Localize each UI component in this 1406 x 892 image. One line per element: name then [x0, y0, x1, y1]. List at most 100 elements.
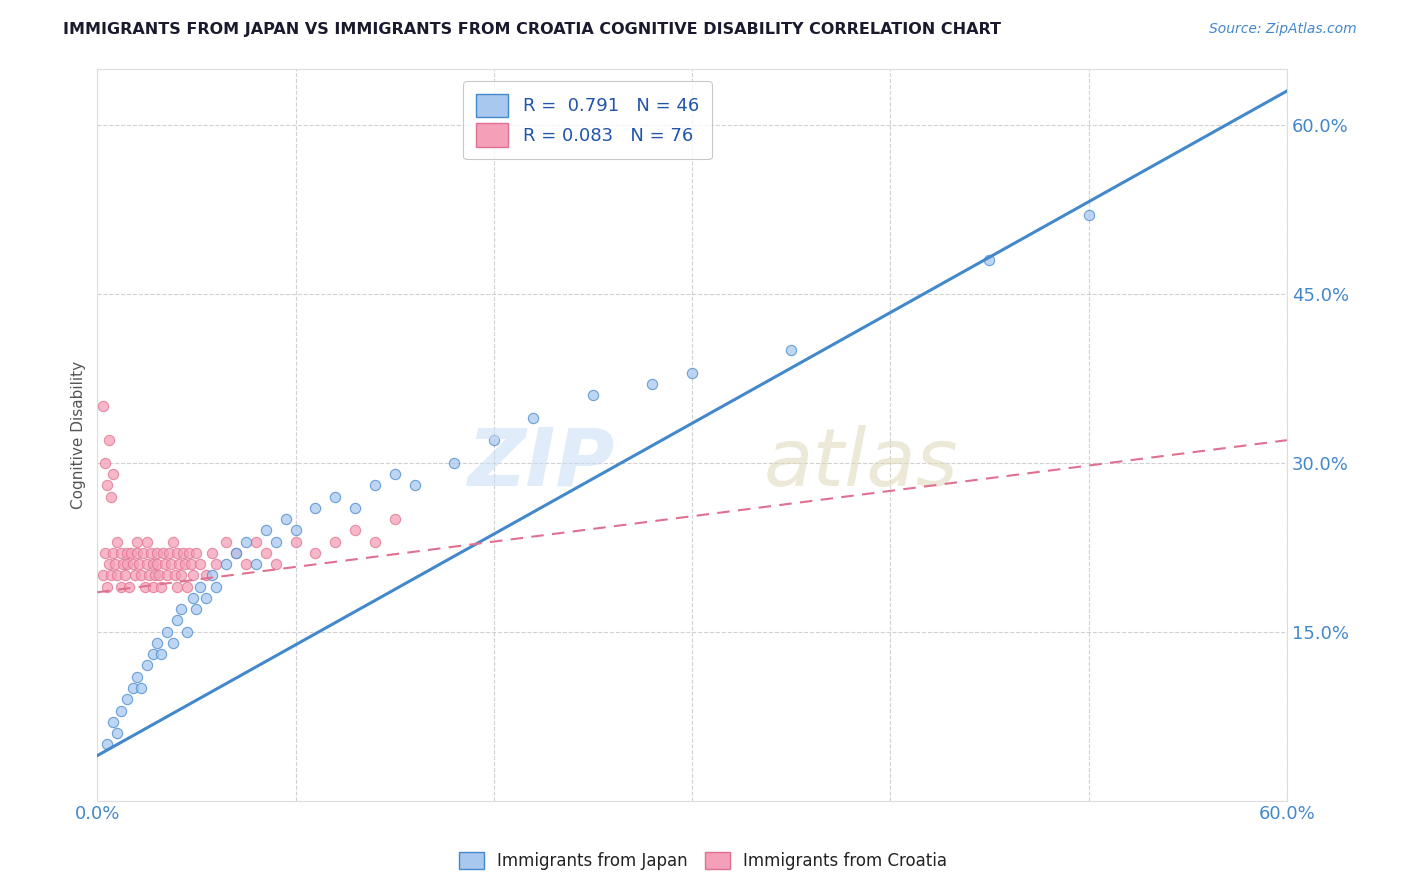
Point [128, 557, 150, 571]
Point [91, 400, 114, 414]
Point [201, 546, 224, 560]
Point [156, 568, 179, 582]
Point [195, 568, 218, 582]
Point [177, 546, 200, 560]
Point [105, 568, 128, 582]
Point [344, 524, 367, 538]
Point [482, 433, 505, 447]
Point [146, 636, 169, 650]
Point [201, 568, 224, 582]
Point [157, 546, 180, 560]
Point [104, 557, 127, 571]
Point [173, 557, 195, 571]
Point [149, 647, 172, 661]
Point [169, 568, 191, 582]
Point [142, 580, 165, 594]
Point [443, 456, 465, 470]
Point [254, 524, 277, 538]
Point [110, 704, 132, 718]
Point [103, 714, 125, 729]
Point [167, 557, 190, 571]
Point [404, 478, 426, 492]
Point [235, 534, 257, 549]
Point [139, 546, 162, 560]
Point [129, 568, 152, 582]
Point [129, 681, 152, 695]
Point [135, 557, 157, 571]
Point [103, 546, 125, 560]
Point [304, 500, 326, 515]
Point [124, 568, 146, 582]
Point [254, 546, 277, 560]
Point [364, 534, 387, 549]
Point [304, 546, 326, 560]
Y-axis label: Cognitive Disability: Cognitive Disability [72, 360, 86, 508]
Point [94, 456, 117, 470]
Point [323, 534, 346, 549]
Point [166, 580, 188, 594]
Point [364, 478, 387, 492]
Point [135, 658, 157, 673]
Point [96, 580, 118, 594]
Point [146, 546, 169, 560]
Point [153, 557, 176, 571]
Point [125, 534, 148, 549]
Point [274, 512, 297, 526]
Point [344, 500, 367, 515]
Legend: Immigrants from Japan, Immigrants from Croatia: Immigrants from Japan, Immigrants from C… [453, 845, 953, 877]
Point [186, 546, 208, 560]
Point [143, 568, 166, 582]
Point [172, 546, 194, 560]
Point [146, 557, 169, 571]
Point [159, 557, 181, 571]
Point [245, 557, 267, 571]
Point [205, 557, 228, 571]
Point [100, 490, 122, 504]
Point [142, 557, 165, 571]
Point [105, 534, 128, 549]
Point [245, 534, 267, 549]
Point [96, 737, 118, 751]
Point [186, 602, 208, 616]
Point [125, 546, 148, 560]
Point [122, 557, 145, 571]
Text: IMMIGRANTS FROM JAPAN VS IMMIGRANTS FROM CROATIA COGNITIVE DISABILITY CORRELATIO: IMMIGRANTS FROM JAPAN VS IMMIGRANTS FROM… [63, 22, 1001, 37]
Point [169, 602, 191, 616]
Point [132, 546, 155, 560]
Point [215, 534, 238, 549]
Point [134, 580, 156, 594]
Point [190, 557, 212, 571]
Point [91, 568, 114, 582]
Point [115, 557, 138, 571]
Point [176, 580, 198, 594]
Point [148, 568, 170, 582]
Point [142, 647, 165, 661]
Point [98, 557, 121, 571]
Point [284, 534, 307, 549]
Point [125, 670, 148, 684]
Point [94, 546, 117, 560]
Point [181, 591, 204, 605]
Point [163, 568, 186, 582]
Point [384, 467, 406, 481]
Point [149, 580, 172, 594]
Point [780, 343, 803, 357]
Point [225, 546, 247, 560]
Point [205, 580, 228, 594]
Point [110, 546, 132, 560]
Point [1077, 208, 1099, 222]
Point [98, 433, 121, 447]
Point [103, 467, 125, 481]
Point [135, 534, 157, 549]
Point [112, 557, 135, 571]
Point [235, 557, 257, 571]
Point [122, 681, 145, 695]
Point [264, 534, 287, 549]
Point [152, 546, 174, 560]
Point [105, 726, 128, 740]
Point [190, 580, 212, 594]
Point [181, 568, 204, 582]
Point [384, 512, 406, 526]
Point [195, 591, 218, 605]
Point [681, 366, 703, 380]
